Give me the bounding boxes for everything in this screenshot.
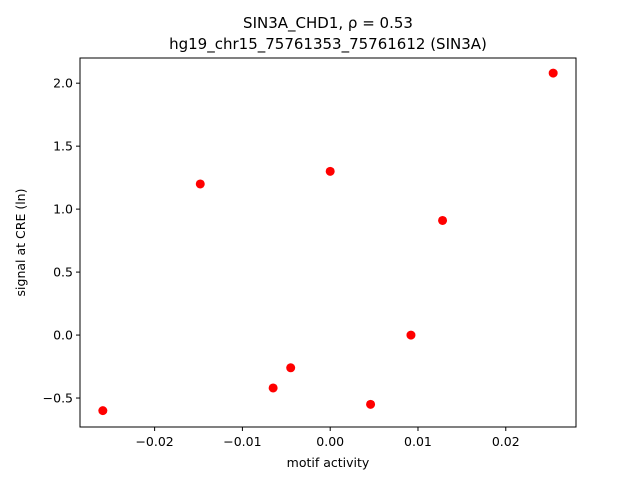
x-tick-label: −0.01: [223, 434, 261, 449]
data-point: [286, 363, 296, 373]
x-tick-label: 0.00: [316, 434, 344, 449]
chart-title-line2: hg19_chr15_75761353_75761612 (SIN3A): [169, 35, 487, 54]
data-point: [325, 166, 335, 176]
y-tick-label: 2.0: [53, 76, 73, 91]
data-point: [195, 179, 205, 189]
x-tick-label: −0.02: [135, 434, 173, 449]
data-point: [268, 383, 278, 393]
y-tick-label: 1.0: [53, 202, 73, 217]
y-tick-label: −0.5: [43, 391, 73, 406]
x-tick-label: 0.02: [492, 434, 520, 449]
x-axis-label: motif activity: [287, 455, 370, 470]
data-point: [438, 215, 448, 225]
data-point: [406, 330, 416, 340]
chart-title-line1: SIN3A_CHD1, ρ = 0.53: [243, 14, 413, 33]
data-points: [98, 68, 558, 416]
y-axis-label: signal at CRE (ln): [13, 189, 28, 297]
x-axis-ticks: −0.02 −0.01 0.00 0.01 0.02: [135, 427, 520, 449]
x-tick-label: 0.01: [404, 434, 432, 449]
plot-area-frame: [79, 57, 577, 428]
data-point: [548, 68, 558, 78]
y-tick-label: 0.0: [53, 328, 73, 343]
y-tick-label: 1.5: [53, 139, 73, 154]
data-point: [366, 399, 376, 409]
y-axis-ticks: −0.5 0.0 0.5 1.0 1.5 2.0: [43, 76, 80, 406]
y-tick-label: 0.5: [53, 265, 73, 280]
data-point: [98, 406, 108, 416]
